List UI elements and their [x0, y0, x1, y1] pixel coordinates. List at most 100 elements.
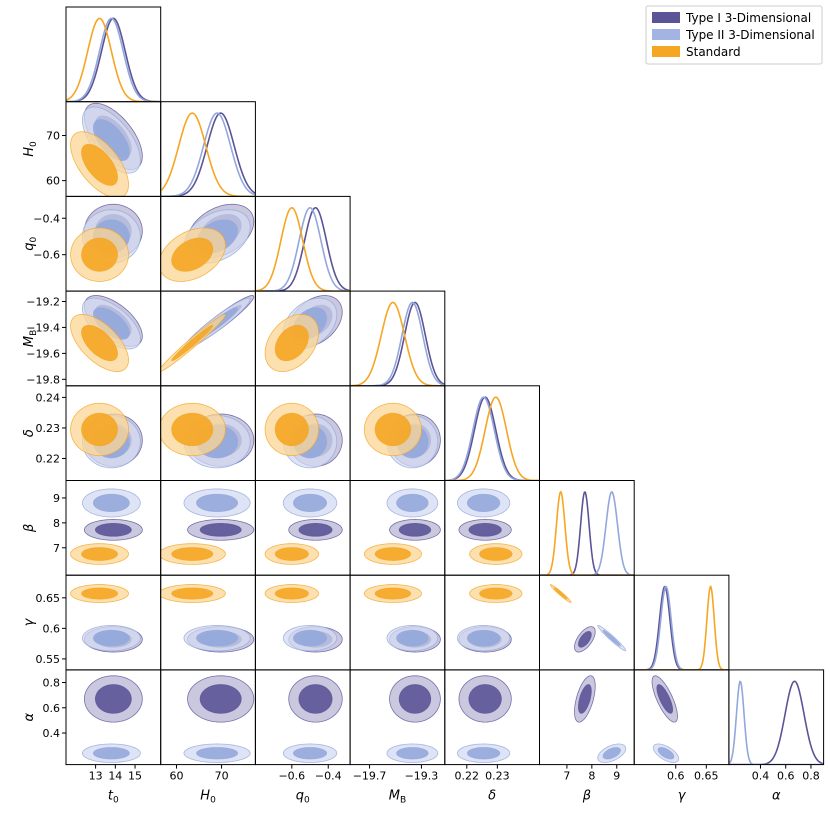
contour-inner-series-0: [398, 684, 432, 714]
contour-inner-series-2: [374, 587, 412, 600]
panel-7-5: 7 8 9 β: [539, 669, 635, 804]
x-axis-label: α: [772, 789, 781, 804]
panel-4-1: [160, 385, 256, 481]
legend: Type I 3-Dimensional Type II 3-Dimensiona…: [645, 5, 823, 65]
contour-inner-series-0: [94, 684, 132, 714]
contour-inner-series-0: [199, 522, 242, 537]
contour-inner-series-2: [81, 412, 118, 447]
y-axis-label-subscript: 0: [29, 141, 39, 147]
legend-swatch: [652, 12, 680, 23]
panel-7-1: 60 70 H0: [160, 669, 256, 806]
contour-inner-series-2: [274, 324, 309, 362]
panel-1-0: 60 70 H0: [22, 101, 162, 197]
x-tick-label: 0.6: [667, 770, 685, 783]
panel-4-2: [254, 385, 351, 481]
panel-frame: [539, 480, 635, 576]
panel-4-0: 0.22 0.23 0.24 δ: [22, 385, 162, 481]
y-tick-label: −19.4: [26, 321, 60, 334]
contour-inner-series-2: [171, 547, 214, 561]
contour-inner-series-1: [92, 629, 130, 647]
y-tick-label: 0.6: [43, 702, 61, 715]
marginal-curve-δ-series-2: [444, 396, 540, 481]
x-tick-label: 0.65: [694, 770, 719, 783]
contour-inner-series-1: [92, 747, 130, 760]
y-tick-label: −19.6: [26, 347, 60, 360]
contour-inner-series-0: [468, 522, 502, 537]
marginal-curve-δ-series-1: [444, 396, 540, 481]
panel-7-4: 0.22 0.23 δ: [444, 669, 540, 804]
contour-inner-series-2: [274, 587, 309, 600]
x-axis-label: q0: [296, 789, 310, 806]
panel-frame: [65, 6, 162, 103]
x-tick-label: 8: [588, 770, 595, 783]
panel-6-6: [633, 574, 730, 671]
contour-inner-series-2: [553, 587, 568, 600]
legend-swatch: [652, 46, 680, 57]
contour-inner-series-1: [196, 493, 239, 513]
contour-inner-series-2: [171, 324, 214, 362]
y-tick-label: 60: [46, 175, 60, 188]
y-tick-label: 0.4: [43, 727, 61, 740]
y-axis-label: δ: [22, 429, 37, 437]
x-tick-label: 0.8: [802, 770, 820, 783]
marginal-curve-t-series-2: [66, 17, 161, 102]
y-tick-label: 8: [53, 517, 60, 530]
y-axis-label: α: [22, 713, 37, 722]
contour-inner-series-1: [196, 629, 239, 647]
marginal-curve-t-series-1: [66, 17, 161, 102]
contour-inner-series-1: [602, 747, 621, 760]
contour-inner-series-2: [81, 143, 118, 186]
panel-7-3: −19.7 −19.3 MB: [349, 669, 446, 806]
contour-inner-series-1: [293, 629, 328, 647]
x-tick-label: −19.7: [353, 770, 387, 783]
contour-inner-series-1: [657, 747, 675, 760]
y-tick-label: 9: [53, 492, 60, 505]
y-axis-label: MB: [22, 330, 39, 347]
panel-7-6: 0.6 0.65 γ: [633, 669, 730, 804]
contour-inner-series-2: [479, 547, 513, 561]
contour-inner-series-1: [293, 747, 328, 760]
legend-frame: [645, 5, 823, 65]
contour-inner-series-2: [171, 587, 214, 600]
x-tick-label: 0.22: [455, 770, 480, 783]
x-tick-label: 14: [108, 770, 122, 783]
x-tick-label: 0.4: [752, 770, 770, 783]
marginal-curve-q-series-0: [255, 206, 351, 292]
x-axis-label-subscript: 0: [210, 796, 216, 806]
x-tick-label: 13: [89, 770, 103, 783]
y-axis-label: γ: [22, 617, 37, 626]
panel-3-3: [349, 290, 446, 387]
contour-inner-series-2: [274, 547, 309, 561]
y-tick-label: 7: [53, 542, 60, 555]
x-tick-label: 9: [613, 770, 620, 783]
panel-5-3: [349, 480, 446, 576]
x-axis-label: H0: [200, 789, 216, 806]
contour-inner-series-1: [92, 493, 130, 513]
y-axis-label: q0: [22, 236, 39, 250]
panel-5-5: [539, 480, 635, 576]
x-tick-label: 60: [169, 770, 183, 783]
panel-6-2: [254, 574, 351, 671]
panel-3-1: [160, 290, 256, 387]
panel-1-1: [160, 101, 256, 197]
panel-7-0: 13 14 15 t0 0.4 0.6 0.8 α: [22, 669, 162, 806]
contour-inner-series-0: [656, 684, 674, 714]
panel-6-5: [539, 574, 635, 671]
panel-frame: [160, 101, 256, 197]
panel-0-0: [65, 6, 162, 103]
marginal-curve-M-series-0: [350, 301, 445, 386]
panel-2-2: [254, 195, 351, 292]
marginal-curve-β-series-2: [539, 490, 635, 576]
legend-label: Type I 3-Dimensional: [685, 11, 811, 25]
contour-inner-series-1: [396, 493, 429, 513]
contour-inner-series-2: [81, 237, 118, 272]
contour-inner-series-2: [274, 412, 309, 447]
panel-5-2: [254, 480, 351, 576]
marginal-curve-β-series-0: [539, 491, 635, 576]
contour-inner-series-1: [293, 493, 328, 513]
panel-5-0: 7 8 9 β: [22, 480, 162, 576]
contour-inner-series-1: [196, 747, 239, 760]
y-tick-label: 70: [46, 130, 60, 143]
contour-inner-series-0: [199, 684, 242, 714]
panel-3-2: [254, 290, 351, 387]
